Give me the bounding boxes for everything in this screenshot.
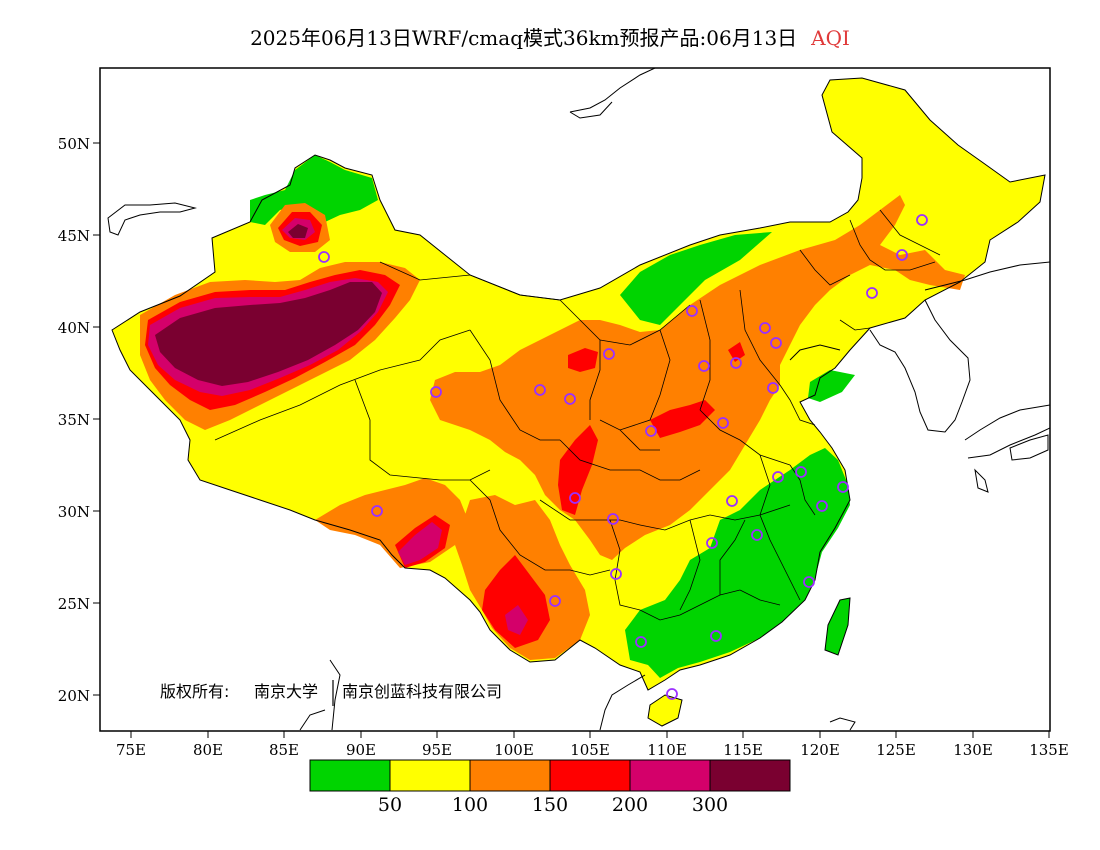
station-marker xyxy=(816,500,828,512)
station-marker xyxy=(318,251,330,263)
map-title: 2025年06月13日WRF/cmaq模式36km预报产品:06月13日 AQI xyxy=(0,22,1100,51)
legend-label: 150 xyxy=(532,794,568,816)
legend-label: 100 xyxy=(452,794,488,816)
region-hazardous-north-blob xyxy=(288,224,308,238)
station-marker xyxy=(534,384,546,396)
x-tick-label: 120E xyxy=(800,741,840,759)
coastlines xyxy=(107,68,1050,731)
province-boundaries xyxy=(214,209,941,621)
station-marker xyxy=(603,348,615,360)
y-tick-label: 40N xyxy=(58,319,90,337)
region-very-unhealthy-tibet xyxy=(398,522,442,565)
station-marker xyxy=(610,568,622,580)
variable-label: AQI xyxy=(811,26,850,50)
station-marker xyxy=(730,357,742,369)
y-axis xyxy=(93,142,100,696)
x-tick-label: 110E xyxy=(647,741,687,759)
region-good-taiwan xyxy=(825,598,850,655)
x-tick-label: 105E xyxy=(570,741,610,759)
x-tick-label: 75E xyxy=(116,741,146,759)
plot-frame xyxy=(99,67,1051,732)
station-marker xyxy=(686,305,698,317)
copyright-org2: 南京创蓝科技有限公司 xyxy=(342,682,502,701)
region-hazardous-taklamakan xyxy=(155,282,382,386)
station-markers xyxy=(318,214,928,700)
y-tick-label: 35N xyxy=(58,411,90,429)
region-unhealthy-yunnan xyxy=(482,555,550,648)
station-marker xyxy=(549,595,561,607)
x-tick-labels: 75E 80E 85E 90E 95E 100E 105E 110E 115E … xyxy=(116,741,1069,759)
station-marker xyxy=(759,322,771,334)
station-marker xyxy=(916,214,928,226)
title-text: 2025年06月13日WRF/cmaq模式36km预报产品:06月13日 xyxy=(250,26,798,50)
y-tick-label: 45N xyxy=(58,227,90,245)
y-tick-label: 30N xyxy=(58,503,90,521)
map-content xyxy=(107,68,1050,731)
station-marker xyxy=(430,386,442,398)
station-marker xyxy=(866,287,878,299)
x-tick-label: 130E xyxy=(953,741,993,759)
station-marker xyxy=(607,513,619,525)
region-good-northwest xyxy=(250,155,378,225)
station-marker xyxy=(698,360,710,372)
x-tick-label: 80E xyxy=(193,741,223,759)
region-unhealthy-central1 xyxy=(568,348,598,372)
region-unhealthy-central2 xyxy=(650,400,715,438)
station-marker xyxy=(896,249,908,261)
x-tick-label: 135E xyxy=(1029,741,1069,759)
legend-label: 50 xyxy=(378,794,402,816)
legend-swatch xyxy=(469,759,551,792)
station-marker xyxy=(837,481,849,493)
region-good-southeast xyxy=(625,448,850,678)
legend-swatch xyxy=(309,759,391,792)
legend-swatch xyxy=(549,759,631,792)
copyright-block: 版权所有: 南京大学 南京创蓝科技有限公司 xyxy=(160,680,502,706)
station-marker xyxy=(666,688,678,700)
legend-label: 200 xyxy=(612,794,648,816)
station-marker xyxy=(706,537,718,549)
y-tick-label: 50N xyxy=(58,135,90,153)
x-tick-label: 95E xyxy=(422,741,452,759)
x-axis xyxy=(130,731,1050,738)
station-marker xyxy=(645,425,657,437)
legend-swatch xyxy=(629,759,711,792)
copyright-org1: 南京大学 xyxy=(254,682,318,701)
region-good-mongolia xyxy=(620,232,772,325)
legend-label: 300 xyxy=(692,794,728,816)
y-tick-label: 25N xyxy=(58,595,90,613)
x-tick-label: 85E xyxy=(269,741,299,759)
station-marker xyxy=(717,417,729,429)
station-marker xyxy=(564,393,576,405)
station-marker xyxy=(751,529,763,541)
station-marker xyxy=(726,495,738,507)
x-tick-label: 90E xyxy=(346,741,376,759)
station-marker xyxy=(772,471,784,483)
x-tick-label: 125E xyxy=(876,741,916,759)
region-unhealthy-beijing xyxy=(728,342,745,362)
station-marker xyxy=(770,337,782,349)
x-tick-label: 100E xyxy=(494,741,534,759)
station-marker xyxy=(795,466,807,478)
y-tick-labels: 50N 45N 40N 35N 30N 25N 20N xyxy=(58,135,90,705)
x-tick-label: 115E xyxy=(723,741,763,759)
station-marker xyxy=(569,492,581,504)
region-very-unhealthy-yunnan xyxy=(505,605,528,635)
station-marker xyxy=(767,382,779,394)
station-marker xyxy=(803,576,815,588)
legend-swatch xyxy=(709,759,791,792)
station-marker xyxy=(371,505,383,517)
legend-swatch xyxy=(389,759,471,792)
station-marker xyxy=(635,636,647,648)
copyright-owner-label: 版权所有: xyxy=(160,682,229,701)
region-unhealthy-central3 xyxy=(558,425,598,515)
station-marker xyxy=(710,630,722,642)
legend-colorbar: 50 100 150 200 300 xyxy=(309,759,791,816)
region-moderate-hainan xyxy=(648,695,682,726)
y-tick-label: 20N xyxy=(58,687,90,705)
